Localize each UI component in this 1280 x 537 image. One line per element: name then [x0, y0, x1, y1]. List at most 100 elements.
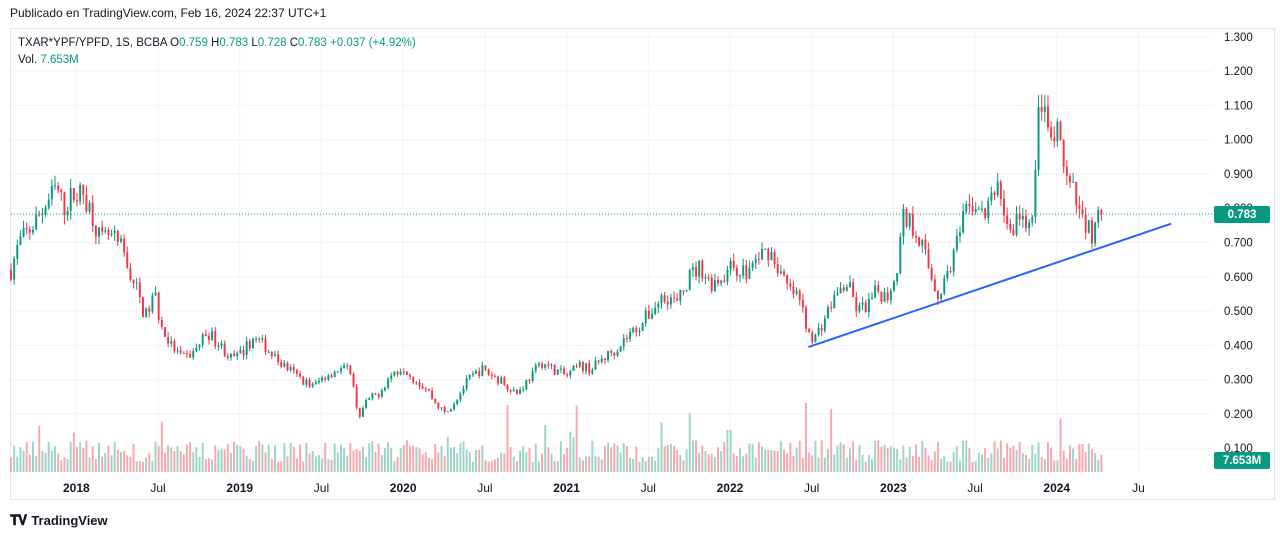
volume-bar	[462, 441, 465, 472]
volume-bar	[647, 456, 650, 472]
volume-bar	[801, 458, 804, 472]
candle-body	[424, 388, 427, 390]
volume-bar	[292, 446, 295, 472]
y-tick-label: 0.200	[1224, 409, 1253, 421]
candle-body	[440, 407, 443, 409]
symbol-label[interactable]: TXAR*YPF/YPFD, 1S, BCBA	[18, 37, 167, 49]
candle-body	[644, 310, 647, 324]
candle-body	[361, 407, 364, 417]
y-tick-label: 1.000	[1224, 135, 1253, 147]
candle-body	[371, 393, 374, 399]
volume-bar	[54, 446, 56, 472]
candle-body	[94, 225, 97, 237]
candle-body	[182, 352, 185, 354]
candle-body	[192, 351, 195, 358]
candle-body	[695, 266, 698, 277]
volume-bar	[22, 450, 25, 472]
candle-body	[943, 278, 946, 294]
volume-bar	[449, 447, 452, 472]
volume-bar	[204, 459, 207, 472]
volume-bar	[770, 449, 773, 472]
candle-body	[399, 371, 402, 375]
candle-body	[930, 267, 933, 280]
volume-bar	[644, 461, 647, 472]
volume-bar	[44, 452, 47, 472]
volume-bar	[792, 455, 795, 472]
volume-bar	[534, 443, 537, 472]
volume-bar	[603, 445, 606, 472]
candle-body	[594, 360, 597, 370]
candle-body	[343, 365, 346, 369]
volume-bar	[60, 460, 63, 472]
volume-bar	[336, 452, 339, 472]
candle-body	[1024, 215, 1027, 229]
candle-body	[396, 371, 399, 375]
candle-body	[462, 388, 465, 394]
volume-bar	[497, 457, 500, 472]
volume-bar	[1097, 459, 1100, 472]
volume-bar	[943, 456, 946, 472]
volume-bar	[864, 461, 867, 472]
volume-bar	[151, 460, 154, 472]
volume-bar	[855, 459, 858, 472]
candle-body	[666, 301, 669, 305]
candle-body	[757, 258, 760, 260]
tradingview-logo[interactable]: 𝐓𝐕 TradingView	[10, 512, 108, 529]
volume-bar	[581, 460, 584, 472]
candle-body	[160, 320, 163, 328]
candle-body	[415, 382, 418, 384]
volume-bar	[412, 445, 415, 472]
candle-body	[1009, 224, 1012, 230]
candle-body	[773, 252, 776, 265]
volume-bar	[723, 442, 726, 472]
candle-body	[207, 336, 210, 340]
candle-body	[563, 368, 566, 375]
candle-body	[405, 371, 408, 375]
candle-body	[63, 192, 66, 216]
volume-bar	[431, 459, 434, 472]
volume-bar	[566, 447, 569, 472]
volume-bar	[503, 453, 506, 472]
volume-bar	[198, 456, 201, 472]
candle-body	[849, 282, 851, 288]
volume-bar	[572, 437, 575, 472]
candle-body	[805, 307, 807, 329]
volume-bar	[1009, 447, 1012, 472]
candle-body	[814, 334, 817, 343]
candle-body	[635, 327, 638, 333]
candle-body	[528, 380, 531, 382]
volume-bar	[930, 460, 933, 472]
candle-body	[902, 209, 905, 237]
volume-bar	[952, 452, 955, 472]
volume-bar	[289, 442, 292, 472]
candle-body	[1059, 121, 1062, 141]
volume-bar	[220, 448, 223, 472]
candle-body	[1065, 166, 1068, 177]
volume-bar	[638, 461, 641, 472]
volume-bar	[805, 402, 807, 472]
candle-body	[742, 265, 745, 276]
volume-bar	[258, 440, 261, 472]
candle-body	[572, 365, 575, 371]
x-tick-label: 2019	[226, 481, 253, 495]
volume-bar	[742, 456, 745, 472]
candle-body	[16, 244, 19, 259]
volume-bar	[343, 448, 346, 472]
candle-body	[28, 229, 31, 233]
volume-bar	[726, 430, 729, 472]
candle-body	[358, 407, 361, 417]
candle-body	[607, 350, 610, 361]
volume-bar	[1075, 458, 1078, 472]
volume-bar	[767, 450, 770, 472]
candle-body	[299, 373, 302, 377]
volume-bar	[273, 445, 276, 472]
volume-bar	[1034, 453, 1037, 472]
candle-body	[69, 188, 72, 212]
volume-bar	[418, 448, 421, 472]
volume-bar	[377, 443, 380, 472]
volume-bar	[443, 455, 446, 472]
volume-bar	[657, 448, 660, 472]
candle-body	[387, 378, 390, 388]
volume-bar	[346, 455, 349, 472]
